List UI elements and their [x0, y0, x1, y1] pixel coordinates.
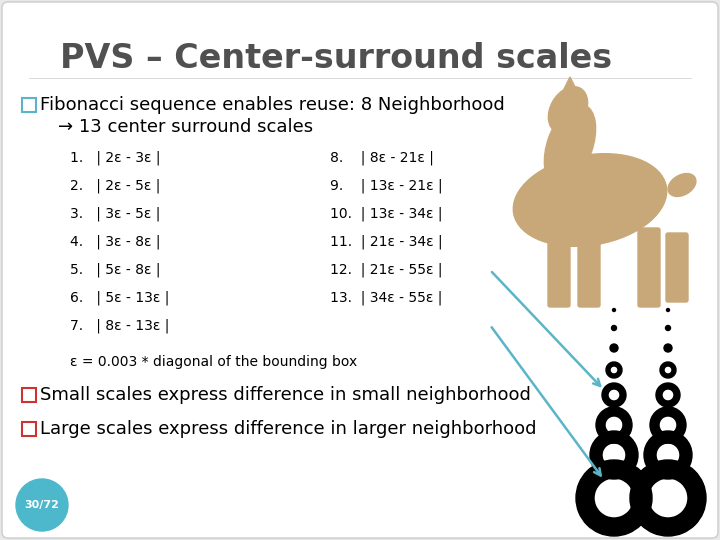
- FancyBboxPatch shape: [638, 228, 660, 307]
- Wedge shape: [630, 460, 706, 536]
- FancyBboxPatch shape: [578, 233, 600, 307]
- Text: 11.  | 21ε - 34ε |: 11. | 21ε - 34ε |: [330, 235, 443, 249]
- Wedge shape: [650, 407, 686, 443]
- Circle shape: [16, 479, 68, 531]
- FancyBboxPatch shape: [666, 233, 688, 302]
- FancyBboxPatch shape: [22, 422, 35, 435]
- Text: 9.    | 13ε - 21ε |: 9. | 13ε - 21ε |: [330, 179, 443, 193]
- Wedge shape: [590, 431, 638, 479]
- Text: 3.   | 3ε - 5ε |: 3. | 3ε - 5ε |: [70, 207, 161, 221]
- Text: 13.  | 34ε - 55ε |: 13. | 34ε - 55ε |: [330, 291, 442, 305]
- FancyBboxPatch shape: [22, 98, 35, 111]
- Ellipse shape: [549, 86, 588, 133]
- Wedge shape: [606, 362, 622, 378]
- Text: PVS – Center-surround scales: PVS – Center-surround scales: [60, 42, 612, 75]
- Text: 2.   | 2ε - 5ε |: 2. | 2ε - 5ε |: [70, 179, 161, 193]
- Wedge shape: [644, 431, 692, 479]
- Ellipse shape: [668, 173, 696, 197]
- Text: Fibonacci sequence enables reuse: 8 Neighborhood: Fibonacci sequence enables reuse: 8 Neig…: [40, 96, 505, 113]
- Text: 30/72: 30/72: [24, 500, 60, 510]
- Circle shape: [665, 326, 670, 330]
- Text: 1.   | 2ε - 3ε |: 1. | 2ε - 3ε |: [70, 151, 161, 165]
- Circle shape: [611, 326, 616, 330]
- Text: Small scales express difference in small neighborhood: Small scales express difference in small…: [40, 386, 531, 403]
- Text: 7.   | 8ε - 13ε |: 7. | 8ε - 13ε |: [70, 319, 169, 333]
- Circle shape: [610, 344, 618, 352]
- Text: 10.  | 13ε - 34ε |: 10. | 13ε - 34ε |: [330, 207, 443, 221]
- Circle shape: [667, 308, 670, 312]
- Ellipse shape: [513, 154, 667, 246]
- Wedge shape: [656, 383, 680, 407]
- Wedge shape: [602, 383, 626, 407]
- Text: 5.   | 5ε - 8ε |: 5. | 5ε - 8ε |: [70, 263, 161, 277]
- FancyBboxPatch shape: [548, 228, 570, 307]
- Wedge shape: [596, 407, 632, 443]
- Text: 8.    | 8ε - 21ε |: 8. | 8ε - 21ε |: [330, 151, 434, 165]
- Circle shape: [664, 344, 672, 352]
- Text: 12.  | 21ε - 55ε |: 12. | 21ε - 55ε |: [330, 263, 443, 277]
- FancyBboxPatch shape: [22, 388, 35, 402]
- Text: 6.   | 5ε - 13ε |: 6. | 5ε - 13ε |: [70, 291, 169, 305]
- Text: → 13 center surround scales: → 13 center surround scales: [58, 118, 313, 136]
- Text: Large scales express difference in larger neighborhood: Large scales express difference in large…: [40, 420, 536, 437]
- Text: 4.   | 3ε - 8ε |: 4. | 3ε - 8ε |: [70, 235, 161, 249]
- Polygon shape: [562, 77, 578, 93]
- Circle shape: [613, 308, 616, 312]
- Ellipse shape: [573, 114, 590, 132]
- Wedge shape: [660, 362, 676, 378]
- Ellipse shape: [544, 104, 595, 186]
- Wedge shape: [576, 460, 652, 536]
- Text: ε = 0.003 * diagonal of the bounding box: ε = 0.003 * diagonal of the bounding box: [70, 355, 357, 369]
